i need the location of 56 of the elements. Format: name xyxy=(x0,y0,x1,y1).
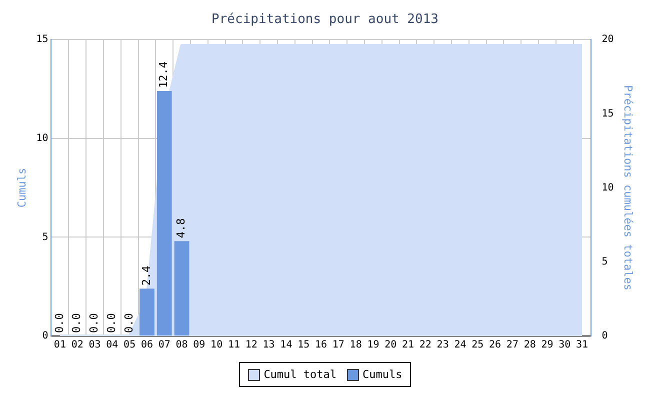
x-tick-label: 21 xyxy=(402,340,414,351)
x-tick-label: 24 xyxy=(454,340,466,351)
y2-tick-label: 5 xyxy=(602,256,608,268)
y-axis-title: Cumuls xyxy=(15,168,28,208)
x-tick-label: 06 xyxy=(140,340,153,351)
x-tick-label: 13 xyxy=(262,340,275,351)
bar xyxy=(156,90,172,336)
text: Cumul total xyxy=(264,368,337,381)
x-tick-label: 02 xyxy=(71,340,84,351)
data-label: 0.0 xyxy=(52,313,66,333)
data-label: 0.0 xyxy=(70,313,84,333)
data-label: 2.4 xyxy=(140,265,153,286)
x-tick-label: 30 xyxy=(558,340,571,351)
x-tick-label: 27 xyxy=(506,340,518,351)
data-label: 0.0 xyxy=(88,313,101,333)
x-tick-label: 09 xyxy=(193,340,206,351)
y-tick-label: 10 xyxy=(36,132,48,144)
y-tick-label: 5 xyxy=(42,232,48,243)
y2-tick-label: 15 xyxy=(602,108,614,120)
x-tick-label: 23 xyxy=(436,340,449,351)
bar xyxy=(140,288,154,336)
x-tick-label: 08 xyxy=(176,340,188,351)
x-tick-label: 10 xyxy=(210,340,223,351)
x-tick-label: 25 xyxy=(472,340,484,351)
data-label: 0.0 xyxy=(122,313,136,333)
chart-title: Précipitations pour aout 2013 xyxy=(212,12,438,28)
x-tick-label: 22 xyxy=(419,340,432,351)
x-tick-label: 17 xyxy=(332,340,344,351)
x-tick-label: 26 xyxy=(489,340,502,351)
data-label: 12.4 xyxy=(157,61,170,88)
y2-axis-title: Précipitations cumulées totales xyxy=(622,85,635,290)
y2-tick-label: 20 xyxy=(602,34,614,46)
y-tick-label: 0 xyxy=(42,330,48,342)
x-tick-label: 05 xyxy=(124,340,136,351)
x-tick-label: 28 xyxy=(524,340,536,351)
x-tick-label: 11 xyxy=(228,340,240,351)
x-tick-label: 04 xyxy=(106,340,118,351)
x-tick-label: 19 xyxy=(367,340,380,351)
x-tick-label: 14 xyxy=(280,340,292,351)
data-label: 4.8 xyxy=(174,218,188,238)
x-tick-label: 01 xyxy=(54,340,66,351)
x-tick-label: 12 xyxy=(245,340,258,351)
legend-label: Cumuls xyxy=(362,368,402,381)
x-tick-label: 31 xyxy=(576,340,588,351)
y-tick-label: 15 xyxy=(36,34,48,46)
x-tick-label: 29 xyxy=(541,340,554,351)
data-label: 0.0 xyxy=(105,313,118,333)
x-tick-label: 07 xyxy=(158,340,170,351)
x-tick-label: 20 xyxy=(384,340,397,351)
x-tick-label: 03 xyxy=(88,340,101,351)
bar xyxy=(174,241,190,336)
y2-tick-label: 10 xyxy=(602,182,614,194)
x-tick-label: 16 xyxy=(314,340,328,351)
x-tick-label: 18 xyxy=(350,340,362,351)
y2-tick-label: 0 xyxy=(602,330,608,342)
x-tick-label: 15 xyxy=(298,340,310,351)
